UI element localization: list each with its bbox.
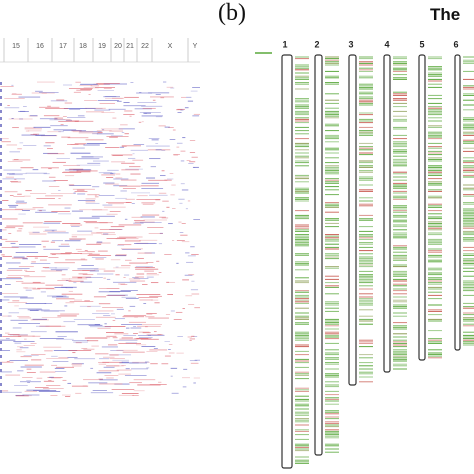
column-label: 20 [114, 43, 122, 50]
column-label: 22 [141, 43, 149, 50]
chromosome-bar [418, 54, 426, 361]
ideogram-panel: 1 2 3 4 5 6 [281, 39, 474, 469]
column-label: 17 [59, 43, 67, 50]
figure-title: The [430, 5, 460, 24]
column-label: X [168, 43, 173, 50]
column-label: 19 [98, 43, 106, 50]
chromosome-label: 2 [314, 39, 319, 49]
chromosome-bar [281, 54, 293, 469]
column-label: 21 [126, 43, 134, 50]
chromosome-bar [454, 54, 461, 351]
chromosome-label: 5 [419, 39, 424, 49]
column-label: 15 [12, 43, 20, 50]
chromosome-bar [348, 54, 357, 386]
chromosome-label: 4 [384, 39, 389, 49]
column-label: 16 [36, 43, 44, 50]
column-label: Y [193, 43, 198, 50]
panel-label: (b) [218, 0, 246, 26]
chromosome-label: 6 [453, 39, 458, 49]
column-label: 18 [79, 43, 87, 50]
chromosome-bar [383, 54, 391, 373]
chromosome-label: 3 [348, 39, 353, 49]
heatmap-panel: 15 16 17 18 19 20 21 22 X Y [0, 38, 200, 397]
chromosome-label: 1 [282, 39, 287, 49]
chromosome-bar [314, 54, 323, 456]
